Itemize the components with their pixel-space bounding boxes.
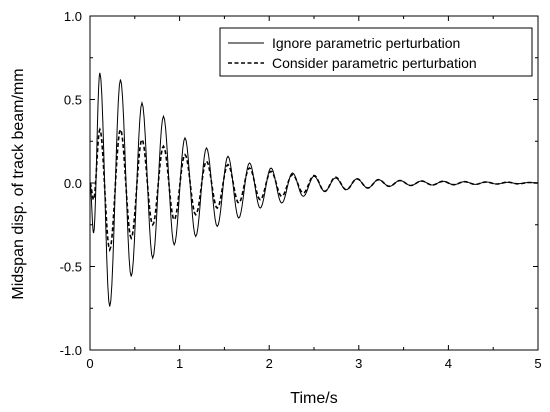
x-tick-label: 4 bbox=[445, 356, 452, 371]
x-tick-label: 1 bbox=[176, 356, 183, 371]
y-axis-title: Midspan disp. of track beam/mm bbox=[10, 68, 27, 299]
legend: Ignore parametric perturbation Consider p… bbox=[219, 27, 533, 77]
x-axis-title: Time/s bbox=[290, 390, 337, 407]
axes: 0 1 2 3 4 5 -1.0 -0.5 0.0 0.5 1.0 bbox=[60, 9, 542, 371]
x-tick-label: 0 bbox=[86, 356, 93, 371]
y-tick-label: 0.5 bbox=[64, 93, 82, 108]
y-tick-label: -0.5 bbox=[60, 260, 82, 275]
y-tick-label: -1.0 bbox=[60, 343, 82, 358]
y-tick-label: 1.0 bbox=[64, 9, 82, 24]
series-line-2 bbox=[89, 127, 539, 253]
x-tick-label: 5 bbox=[534, 356, 541, 371]
x-tick-label: 2 bbox=[266, 356, 273, 371]
plot-area bbox=[89, 72, 539, 307]
legend-label-2: Consider parametric perturbation bbox=[272, 55, 477, 71]
x-tick-label: 3 bbox=[355, 356, 362, 371]
y-tick-label: 0.0 bbox=[64, 176, 82, 191]
legend-label-1: Ignore parametric perturbation bbox=[272, 35, 460, 51]
legend-box bbox=[219, 27, 533, 77]
